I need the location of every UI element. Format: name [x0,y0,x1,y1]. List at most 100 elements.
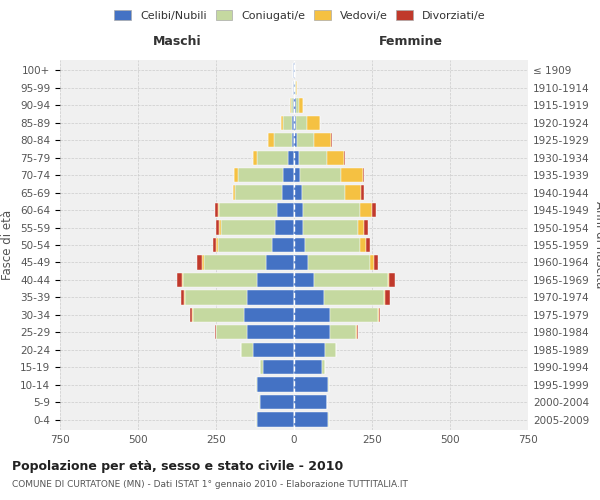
Bar [218,238,272,252]
Bar [297,133,314,148]
Bar [263,360,294,374]
Bar [304,220,358,234]
Bar [294,238,305,252]
Bar [294,186,302,200]
Bar [328,378,329,392]
Bar [257,150,288,165]
Bar [235,186,281,200]
Bar [238,168,283,182]
Bar [294,378,328,392]
Bar [266,256,294,270]
Text: Femmine: Femmine [379,35,443,48]
Bar [177,273,182,287]
Bar [268,133,274,148]
Y-axis label: Fasce di età: Fasce di età [1,210,14,280]
Bar [221,220,275,234]
Bar [292,133,294,148]
Bar [244,308,294,322]
Bar [215,325,216,340]
Bar [293,64,294,78]
Bar [283,116,292,130]
Bar [247,325,294,340]
Bar [302,186,346,200]
Bar [256,412,257,426]
Bar [346,186,361,200]
Bar [294,81,295,95]
Bar [257,273,294,287]
Bar [341,168,362,182]
Bar [366,238,370,252]
Bar [307,116,320,130]
Bar [328,412,329,426]
Bar [294,150,299,165]
Bar [181,290,184,304]
Bar [247,290,294,304]
Bar [293,81,294,95]
Bar [294,308,330,322]
Bar [359,238,366,252]
Bar [288,150,294,165]
Bar [370,256,374,270]
Bar [275,220,294,234]
Bar [260,360,263,374]
Bar [294,342,325,357]
Bar [283,168,294,182]
Bar [277,203,294,217]
Bar [388,273,389,287]
Text: Popolazione per età, sesso e stato civile - 2010: Popolazione per età, sesso e stato civil… [12,460,343,473]
Bar [290,98,293,112]
Bar [260,395,294,409]
Bar [294,98,296,112]
Bar [296,98,299,112]
Bar [296,116,307,130]
Bar [219,203,277,217]
Bar [294,133,297,148]
Bar [358,220,364,234]
Bar [216,220,219,234]
Bar [294,256,308,270]
Bar [216,238,218,252]
Bar [294,116,296,130]
Bar [330,308,378,322]
Bar [325,342,336,357]
Bar [293,98,294,112]
Bar [218,203,219,217]
Bar [219,220,221,234]
Legend: Celibi/Nubili, Coniugati/e, Vedovi/e, Divorziati/e: Celibi/Nubili, Coniugati/e, Vedovi/e, Di… [110,6,490,25]
Bar [374,256,378,270]
Bar [281,116,283,130]
Bar [292,116,294,130]
Bar [216,325,247,340]
Bar [234,168,238,182]
Bar [259,395,260,409]
Bar [182,273,183,287]
Bar [272,238,294,252]
Bar [190,308,192,322]
Bar [183,273,257,287]
Bar [294,412,328,426]
Text: Maschi: Maschi [152,35,202,48]
Bar [294,290,323,304]
Bar [299,98,304,112]
Bar [257,412,294,426]
Bar [294,325,330,340]
Bar [330,325,356,340]
Bar [203,256,266,270]
Bar [256,378,257,392]
Bar [300,168,341,182]
Bar [308,256,370,270]
Bar [294,273,314,287]
Bar [197,256,202,270]
Bar [294,64,295,78]
Bar [296,81,297,95]
Bar [357,325,358,340]
Bar [294,360,322,374]
Bar [327,395,328,409]
Bar [193,308,244,322]
Bar [361,186,364,200]
Bar [274,133,292,148]
Bar [372,203,376,217]
Bar [362,168,364,182]
Bar [364,220,368,234]
Bar [241,342,253,357]
